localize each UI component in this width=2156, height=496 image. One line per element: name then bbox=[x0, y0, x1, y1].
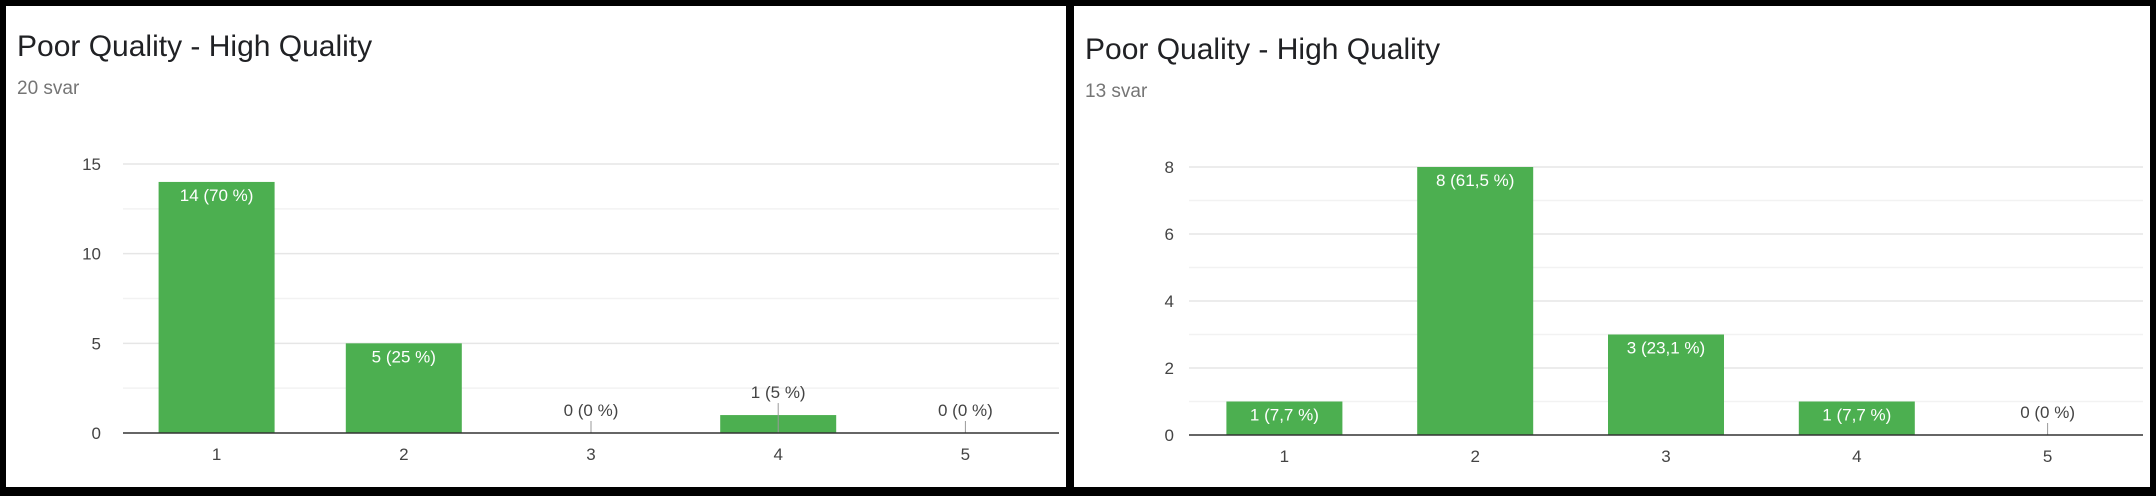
bar-chart: 0 2 4 6 8 1 (7,7 %) 1 8 (61,5 %) 2 3 (23,1 %) 3 1 (… bbox=[1165, 158, 2143, 466]
bar bbox=[345, 343, 462, 433]
data-label: 8 (61,5 %) bbox=[1436, 171, 1514, 190]
bar bbox=[1226, 401, 1343, 435]
x-tick-label: 4 bbox=[773, 445, 782, 464]
x-tick-label: 4 bbox=[1852, 447, 1861, 466]
x-tick-label: 2 bbox=[1470, 447, 1479, 466]
y-tick-label: 10 bbox=[82, 245, 101, 264]
data-label: 0 (0 %) bbox=[938, 401, 993, 420]
y-tick-label: 4 bbox=[1165, 292, 1174, 311]
data-label: 14 (70 %) bbox=[180, 186, 254, 205]
data-label: 1 (5 %) bbox=[751, 383, 806, 402]
y-tick-label: 15 bbox=[82, 155, 101, 174]
bar bbox=[1798, 401, 1915, 435]
data-label: 0 (0 %) bbox=[564, 401, 619, 420]
bar bbox=[158, 181, 275, 433]
y-tick-label: 2 bbox=[1165, 359, 1174, 378]
data-label: 1 (7,7 %) bbox=[1250, 406, 1319, 425]
chart-title: Poor Quality - High Quality bbox=[1085, 33, 1441, 66]
data-label: 5 (25 %) bbox=[372, 347, 436, 366]
y-tick-label: 8 bbox=[1165, 158, 1174, 177]
bar-chart: 0 5 10 15 14 (70 %) 1 5 (25 %) 2 0 (0 %) 3 1 (5 %)… bbox=[82, 155, 1059, 464]
x-tick-label: 5 bbox=[2043, 447, 2052, 466]
y-tick-label: 6 bbox=[1165, 225, 1174, 244]
x-tick-label: 2 bbox=[399, 445, 408, 464]
x-tick-label: 3 bbox=[586, 445, 595, 464]
x-tick-label: 1 bbox=[212, 445, 221, 464]
bar bbox=[1417, 167, 1534, 435]
y-tick-label: 0 bbox=[92, 424, 101, 443]
data-label: 1 (7,7 %) bbox=[1822, 406, 1891, 425]
response-count: 20 svar bbox=[17, 78, 80, 99]
response-count: 13 svar bbox=[1085, 81, 1148, 102]
chart-panel-right: Poor Quality - High Quality 13 svar 0 2 4 6… bbox=[1074, 6, 2150, 487]
y-tick-label: 5 bbox=[92, 334, 101, 353]
x-tick-label: 1 bbox=[1280, 447, 1289, 466]
chart-panel-left: Poor Quality - High Quality 20 svar 0 5 10… bbox=[6, 6, 1066, 487]
x-tick-label: 5 bbox=[961, 445, 970, 464]
x-tick-label: 3 bbox=[1661, 447, 1670, 466]
chart-title: Poor Quality - High Quality bbox=[17, 30, 373, 63]
bar bbox=[1608, 334, 1724, 435]
y-tick-label: 0 bbox=[1165, 426, 1174, 445]
data-label: 3 (23,1 %) bbox=[1627, 339, 1705, 358]
data-label: 0 (0 %) bbox=[2020, 403, 2075, 422]
